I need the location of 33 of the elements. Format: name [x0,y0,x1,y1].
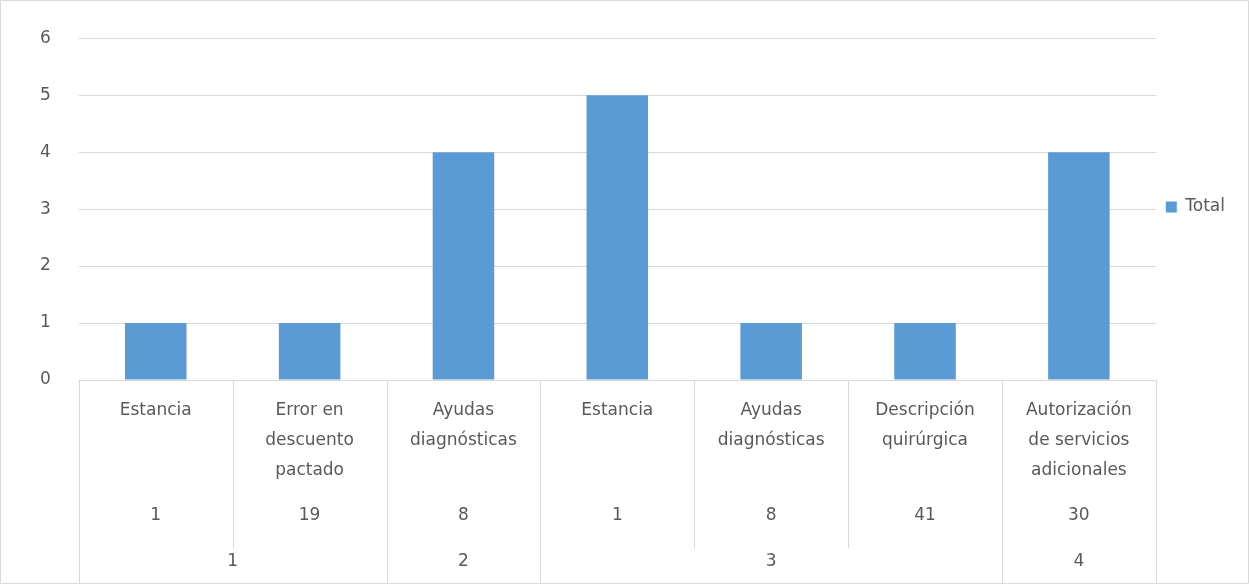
y-tick-label: 0 [39,368,51,389]
y-tick-label: 2 [39,254,51,275]
y-tick-label: 1 [39,311,51,332]
x-tick-label: Ayudas diagnósticas [717,399,825,450]
legend-label: Total [1184,195,1225,216]
bar [278,323,341,380]
x-tick-label: Estancia [119,399,192,420]
text: 19 [298,504,321,525]
x-tick-label: Ayudas diagnósticas [410,399,517,450]
x-tick-label: Descripción quirúrgica [875,399,975,450]
text: 41 [914,504,936,525]
text: 2 [458,550,469,571]
text: 1 [227,550,239,571]
bar [586,95,649,380]
bar [740,323,802,380]
x-tick-label: Autorización de servicios adicionales [1025,399,1132,480]
x-tick-label: Estancia [581,399,654,420]
text: 1 [611,504,623,525]
bar [124,323,187,380]
bar [894,323,956,380]
text: 4 [1073,550,1085,571]
text: 30 [1068,504,1090,525]
x-tick-label: Error en descuento pactado [265,399,354,480]
text: 8 [458,504,469,525]
text: 3 [765,550,777,571]
bar [1048,152,1110,380]
y-tick-label: 5 [39,83,51,104]
y-tick-label: 3 [39,197,51,218]
text: 8 [765,504,777,525]
bar [432,152,495,380]
y-tick-label: 6 [39,26,51,47]
y-tick-label: 4 [39,140,51,161]
text: 1 [150,504,162,525]
